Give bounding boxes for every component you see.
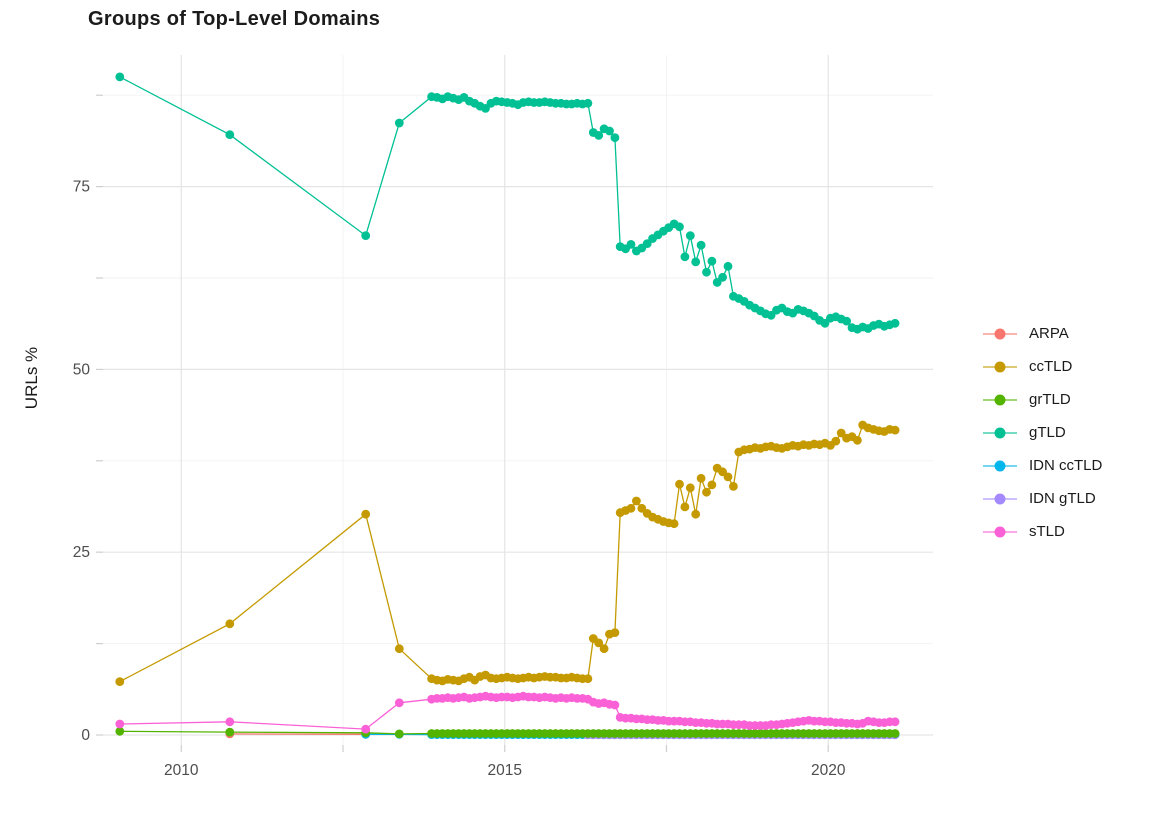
data-point-cctld xyxy=(669,519,679,529)
data-point-cctld xyxy=(599,644,609,654)
data-point-cctld xyxy=(729,482,738,491)
legend-item-gtld: gTLD xyxy=(983,416,1102,449)
data-point-gtld xyxy=(890,318,900,328)
data-point-gtld xyxy=(394,118,404,128)
legend-dot-icon xyxy=(994,493,1006,504)
legend-item-grtld: grTLD xyxy=(983,383,1102,416)
legend-label-idn-cctld: IDN ccTLD xyxy=(1029,457,1103,474)
data-point-cctld xyxy=(225,619,235,629)
data-point-stld xyxy=(361,724,371,734)
data-point-cctld xyxy=(702,487,711,497)
data-point-cctld xyxy=(831,436,841,446)
legend-dot-icon xyxy=(994,394,1006,405)
data-point-cctld xyxy=(723,472,733,482)
series-stld xyxy=(115,691,900,734)
data-point-gtld xyxy=(675,222,684,232)
legend-key-idn-gtld xyxy=(983,492,1017,506)
legend-dot-icon xyxy=(994,460,1006,471)
y-tick-label: 75 xyxy=(73,179,90,196)
legend-label-grtld: grTLD xyxy=(1029,391,1071,408)
legend-label-idn-gtld: IDN gTLD xyxy=(1029,490,1096,507)
data-point-gtld xyxy=(723,261,733,271)
series-arpa xyxy=(225,729,371,739)
y-tick-label: 50 xyxy=(73,361,91,378)
data-point-gtld xyxy=(594,131,604,140)
data-point-cctld xyxy=(361,509,371,519)
data-point-grtld xyxy=(890,729,900,738)
legend-key-cctld xyxy=(983,360,1017,374)
data-point-gtld xyxy=(583,98,593,108)
data-point-gtld xyxy=(842,316,851,326)
data-point-grtld xyxy=(394,729,404,739)
legend-item-idn-cctld: IDN ccTLD xyxy=(983,449,1102,482)
y-tick-label: 0 xyxy=(81,727,90,744)
legend-item-arpa: ARPA xyxy=(983,317,1102,350)
series-cctld xyxy=(115,420,900,686)
data-point-cctld xyxy=(626,503,636,513)
data-point-gtld xyxy=(691,257,701,267)
legend-label-stld: sTLD xyxy=(1029,523,1065,540)
legend-label-arpa: ARPA xyxy=(1029,325,1069,342)
data-point-cctld xyxy=(675,479,684,489)
legend-dot-icon xyxy=(994,427,1006,438)
data-point-gtld xyxy=(718,272,727,282)
data-point-gtld xyxy=(605,126,614,136)
data-point-cctld xyxy=(890,425,900,435)
data-point-cctld xyxy=(632,496,641,506)
legend-dot-icon xyxy=(994,328,1006,339)
data-point-stld xyxy=(394,698,404,708)
data-point-gtld xyxy=(696,240,706,250)
data-point-cctld xyxy=(610,628,620,637)
data-point-cctld xyxy=(707,480,717,490)
data-point-cctld xyxy=(115,677,125,686)
legend-key-gtld xyxy=(983,426,1017,440)
legend-dot-icon xyxy=(994,361,1006,372)
data-point-stld xyxy=(610,700,620,710)
data-point-gtld xyxy=(361,231,371,241)
data-point-gtld xyxy=(707,256,717,266)
data-point-cctld xyxy=(853,435,862,445)
data-point-cctld xyxy=(394,644,404,654)
chart-title: Groups of Top-Level Domains xyxy=(88,8,381,30)
legend-item-stld: sTLD xyxy=(983,515,1102,548)
legend-item-cctld: ccTLD xyxy=(983,350,1102,383)
data-point-gtld xyxy=(115,72,125,82)
y-tick-label: 25 xyxy=(73,544,90,561)
legend-key-stld xyxy=(983,525,1017,539)
legend: ARPA ccTLD grTLD gTLD IDN ccTLD IDN gTLD sTLD xyxy=(983,317,1102,548)
data-point-gtld xyxy=(685,231,695,241)
series-grtld xyxy=(115,726,900,739)
data-point-gtld xyxy=(626,240,636,249)
legend-key-arpa xyxy=(983,327,1017,341)
data-point-gtld xyxy=(610,133,620,143)
data-point-cctld xyxy=(696,473,706,483)
data-point-stld xyxy=(225,717,235,727)
x-tick-label: 2020 xyxy=(811,762,846,779)
data-point-stld xyxy=(115,719,125,729)
series-gtld xyxy=(115,72,900,334)
legend-label-cctld: ccTLD xyxy=(1029,358,1073,375)
legend-key-idn-cctld xyxy=(983,459,1017,473)
series-line-gtld xyxy=(119,76,896,330)
data-point-cctld xyxy=(680,502,690,512)
data-point-stld xyxy=(890,717,900,727)
data-point-cctld xyxy=(685,483,695,493)
data-point-grtld xyxy=(115,726,125,736)
x-tick-label: 2015 xyxy=(487,762,521,779)
legend-key-grtld xyxy=(983,393,1017,407)
data-point-gtld xyxy=(680,252,690,262)
legend-label-gtld: gTLD xyxy=(1029,424,1066,441)
series-line-cctld xyxy=(119,424,896,683)
data-point-cctld xyxy=(594,638,604,648)
data-point-gtld xyxy=(225,130,235,140)
x-tick-label: 2010 xyxy=(164,762,199,779)
legend-item-idn-gtld: IDN gTLD xyxy=(983,482,1102,515)
data-point-cctld xyxy=(691,509,701,519)
data-point-grtld xyxy=(225,727,235,737)
data-point-cctld xyxy=(583,674,593,684)
legend-dot-icon xyxy=(994,526,1006,537)
data-point-gtld xyxy=(702,267,711,277)
